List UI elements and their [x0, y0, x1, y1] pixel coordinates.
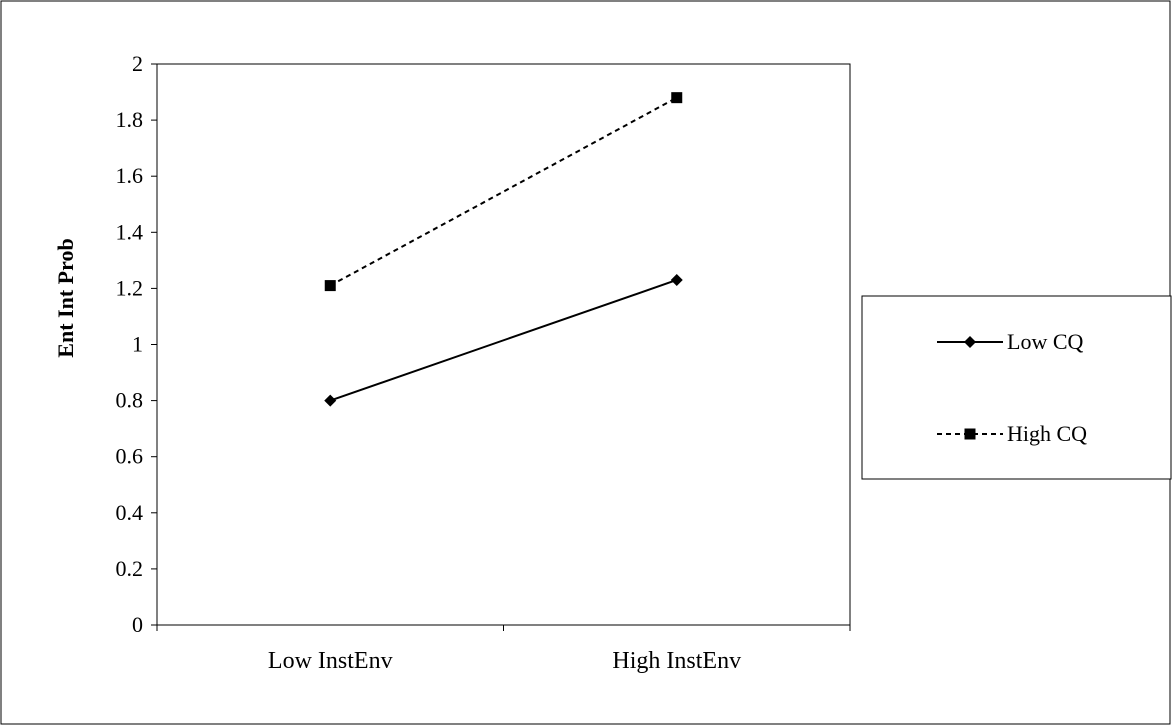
legend-marker-square [964, 428, 976, 440]
x-axis: Low InstEnv High InstEnv [156, 625, 851, 674]
legend: Low CQ High CQ [861, 295, 1172, 480]
x-tick-label: Low InstEnv [268, 648, 393, 674]
series-high-cq [324, 92, 683, 292]
series-low-cq [324, 273, 683, 407]
y-tick-label: 0.8 [116, 388, 144, 413]
legend-item: High CQ [937, 421, 1087, 446]
y-tick-label: 0.2 [116, 556, 144, 581]
y-tick-label: 1.6 [116, 163, 144, 188]
y-axis-label: Ent Int Prob [53, 238, 78, 357]
data-point-square [671, 92, 683, 104]
x-tick-label: High InstEnv [612, 648, 741, 674]
legend-item: Low CQ [937, 329, 1084, 354]
series-line [329, 96, 678, 287]
legend-label: High CQ [1007, 421, 1087, 446]
series-layer [324, 92, 683, 407]
legend-marker-diamond [964, 336, 976, 348]
series-line [329, 279, 678, 402]
y-tick-label: 1.8 [116, 107, 144, 132]
y-tick-label: 0 [132, 612, 143, 637]
legend-box [861, 295, 1172, 480]
y-tick-label: 1 [132, 332, 143, 357]
y-tick-label: 0.4 [116, 500, 144, 525]
y-axis: 0 0.2 0.4 0.6 0.8 1 1.2 1.4 1.6 1.8 2 [116, 51, 157, 637]
legend-label: Low CQ [1007, 329, 1084, 354]
data-point-diamond [324, 394, 337, 407]
data-point-square [324, 280, 336, 292]
y-tick-label: 2 [132, 51, 143, 76]
y-tick-label: 0.6 [116, 444, 144, 469]
y-tick-label: 1.2 [116, 275, 144, 300]
data-point-diamond [670, 273, 683, 286]
y-tick-label: 1.4 [116, 219, 144, 244]
